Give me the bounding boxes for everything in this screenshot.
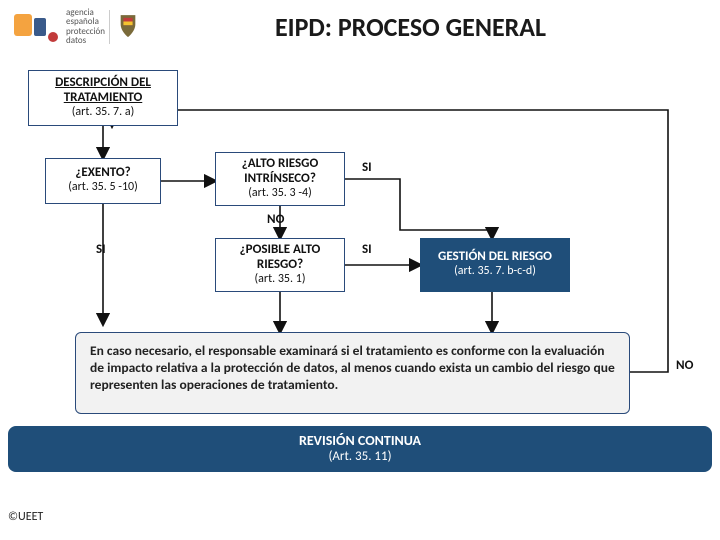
aepd-logo-mark [12,10,62,44]
node-gestion-riesgo: GESTIÓN DEL RIESGO (art. 35. 7. b-c-d) [420,238,570,292]
copyright: ©UEET [8,510,43,524]
aepd-logo: agencia española protección datos [12,8,105,46]
node-title: GESTIÓN DEL RIESGO [438,250,552,265]
spain-crest-icon [109,10,139,44]
edge-label-no: NO [676,358,693,373]
revision-continua-bar: REVISIÓN CONTINUA (Art. 35. 11) [8,426,712,472]
header: agencia española protección datos EIPD: … [0,0,720,50]
revision-ref: (Art. 35. 11) [8,449,712,465]
node-ref: (art. 35. 1) [255,273,306,287]
edge-label-si: SI [96,242,106,257]
slide-title: EIPD: PROCESO GENERAL [143,11,708,43]
node-exento: ¿EXENTO? (art. 35. 5 -10) [45,158,161,204]
node-title: ¿POSIBLE ALTO RIESGO? [222,243,338,273]
edge-label-si: SI [362,242,372,257]
node-title: ¿ALTO RIESGO INTRÍNSECO? [222,157,338,187]
node-ref: (art. 35. 7. a) [72,106,134,120]
revision-title: REVISIÓN CONTINUA [8,433,712,450]
explain-box: En caso necesario, el responsable examin… [75,332,630,414]
aepd-logo-text: agencia española protección datos [66,8,105,46]
node-ref: (art. 35. 7. b-c-d) [454,265,536,279]
node-posible-alto-riesgo: ¿POSIBLE ALTO RIESGO? (art. 35. 1) [215,238,345,292]
node-title: ¿EXENTO? [75,166,130,181]
edge-label-si: SI [362,160,372,175]
node-ref: (art. 35. 3 -4) [248,187,311,201]
node-title: DESCRIPCIÓN DEL TRATAMIENTO [35,76,171,106]
node-descripcion: DESCRIPCIÓN DEL TRATAMIENTO (art. 35. 7.… [28,70,178,126]
flowchart-canvas: DESCRIPCIÓN DEL TRATAMIENTO (art. 35. 7.… [0,50,720,530]
node-ref: (art. 35. 5 -10) [68,181,138,195]
edge-label-no: NO [267,212,284,227]
node-alto-riesgo-intrinseco: ¿ALTO RIESGO INTRÍNSECO? (art. 35. 3 -4) [215,152,345,206]
